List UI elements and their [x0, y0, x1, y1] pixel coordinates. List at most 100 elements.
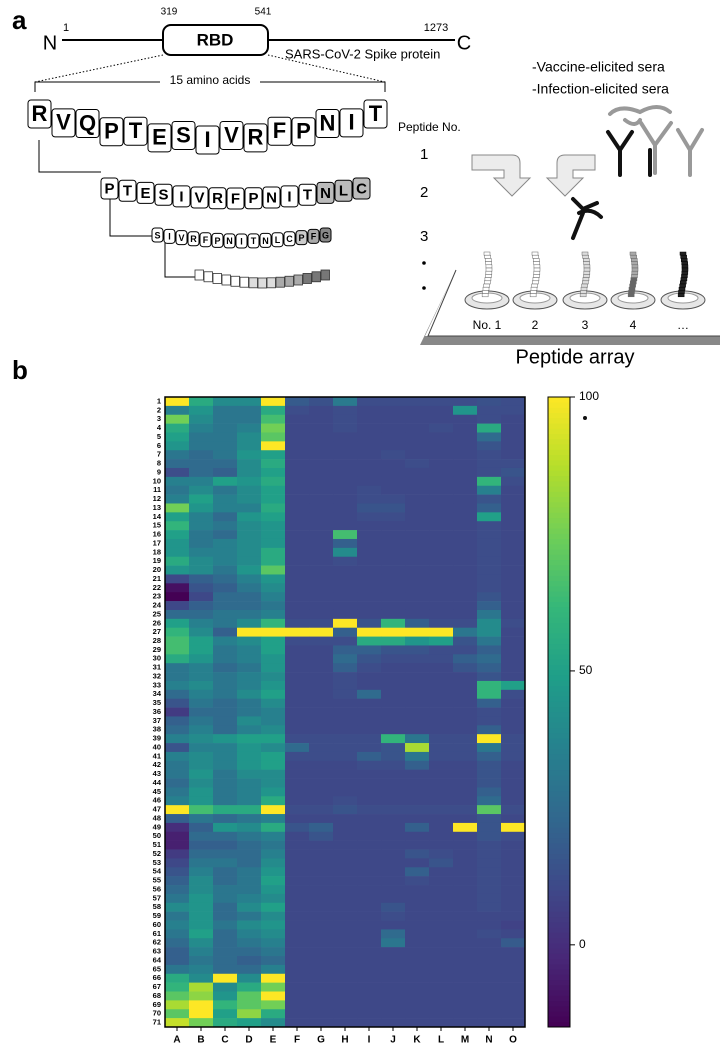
row-label: 65: [153, 964, 161, 973]
heat-cell: [357, 476, 382, 487]
heat-cell: [237, 645, 262, 655]
colorbar-step: [548, 632, 570, 639]
heat-cell: [357, 920, 382, 930]
heat-cell: [381, 920, 406, 930]
heat-cell: [309, 805, 334, 815]
residue-box: [136, 181, 155, 204]
heat-cell: [213, 849, 238, 859]
heat-cell: [453, 982, 478, 992]
heat-cell: [453, 485, 478, 495]
heat-cell: [357, 423, 382, 433]
heat-cell: [285, 831, 310, 841]
heat-cell: [501, 805, 526, 815]
heat-cell: [381, 538, 406, 549]
heat-cell: [285, 743, 310, 753]
heat-cell: [309, 601, 334, 611]
heat-cell: [261, 601, 286, 611]
heat-cell: [237, 414, 262, 424]
heat-cell: [213, 530, 238, 540]
heat-cell: [381, 565, 406, 575]
heat-cell: [405, 601, 430, 611]
heat-cell: [213, 698, 238, 708]
heat-cell: [429, 885, 454, 895]
heat-cell: [285, 627, 310, 637]
heat-cell: [189, 530, 214, 540]
heat-cell: [189, 885, 214, 895]
heat-cell: [429, 627, 454, 637]
colorbar-step: [548, 769, 570, 776]
heat-cell: [333, 432, 358, 442]
rbd-label: RBD: [197, 30, 234, 49]
heat-cell: [165, 467, 190, 478]
heat-cell: [405, 609, 430, 620]
heat-cell: [501, 476, 526, 487]
colorbar-step: [548, 758, 570, 765]
row-label: 50: [153, 831, 161, 840]
heat-cell: [477, 814, 502, 824]
heat-cell: [405, 769, 430, 779]
heat-cell: [453, 432, 478, 442]
heat-cell: [285, 1009, 310, 1019]
heat-cell: [501, 840, 526, 850]
residue: Q: [79, 110, 96, 135]
array-peptide: [581, 251, 589, 256]
colorbar-step: [548, 643, 570, 650]
residue-box: [295, 230, 308, 246]
row-label: 10: [153, 476, 161, 485]
array-peptide: [630, 277, 638, 282]
heat-cell: [429, 601, 454, 611]
array-title: Peptide array: [516, 346, 635, 368]
heat-cell: [381, 1009, 406, 1019]
heat-cell: [333, 423, 358, 433]
heat-cell: [237, 973, 262, 983]
array-peptide: [680, 277, 688, 282]
heat-cell: [261, 476, 286, 487]
heat-cell: [501, 920, 526, 930]
colorbar-step: [548, 863, 570, 870]
heat-cell: [189, 902, 214, 912]
residue-box: [311, 271, 321, 283]
colorbar-step: [548, 659, 570, 666]
heat-cell: [405, 929, 430, 939]
heat-cell: [429, 707, 454, 717]
heat-cell: [165, 1009, 190, 1019]
heat-cell: [357, 441, 382, 451]
heat-cell: [429, 876, 454, 886]
heat-cell: [237, 618, 262, 629]
heat-cell: [285, 636, 310, 646]
heat-cell: [501, 556, 526, 566]
heat-cell: [237, 459, 262, 469]
colorbar-step: [548, 890, 570, 897]
heat-cell: [285, 902, 310, 912]
sera-label: -Infection-elicited sera: [532, 81, 669, 97]
heat-cell: [189, 982, 214, 992]
heat-cell: [237, 547, 262, 558]
row-label: 36: [153, 707, 161, 716]
heat-cell: [189, 645, 214, 655]
heat-cell: [261, 956, 286, 966]
heat-cell: [429, 609, 454, 620]
heat-cell: [285, 725, 310, 735]
heat-cell: [501, 751, 526, 762]
heat-cell: [429, 734, 454, 744]
row-label: 60: [153, 920, 161, 929]
heat-cell: [357, 867, 382, 877]
heat-cell: [237, 885, 262, 895]
heat-cell: [477, 423, 502, 433]
heat-cell: [405, 627, 430, 637]
heat-cell: [261, 734, 286, 744]
array-peptide: [628, 290, 635, 294]
row-label: 18: [153, 547, 161, 556]
heat-cell: [285, 680, 310, 691]
heat-cell: [501, 911, 526, 921]
heat-cell: [333, 947, 358, 957]
heat-cell: [357, 547, 382, 558]
heat-cell: [237, 636, 262, 646]
residue-box: [248, 277, 258, 289]
heat-cell: [429, 423, 454, 433]
heat-cell: [405, 743, 430, 753]
heat-cell: [165, 956, 190, 966]
heat-cell: [261, 405, 286, 416]
heat-cell: [501, 698, 526, 708]
heat-cell: [213, 743, 238, 753]
